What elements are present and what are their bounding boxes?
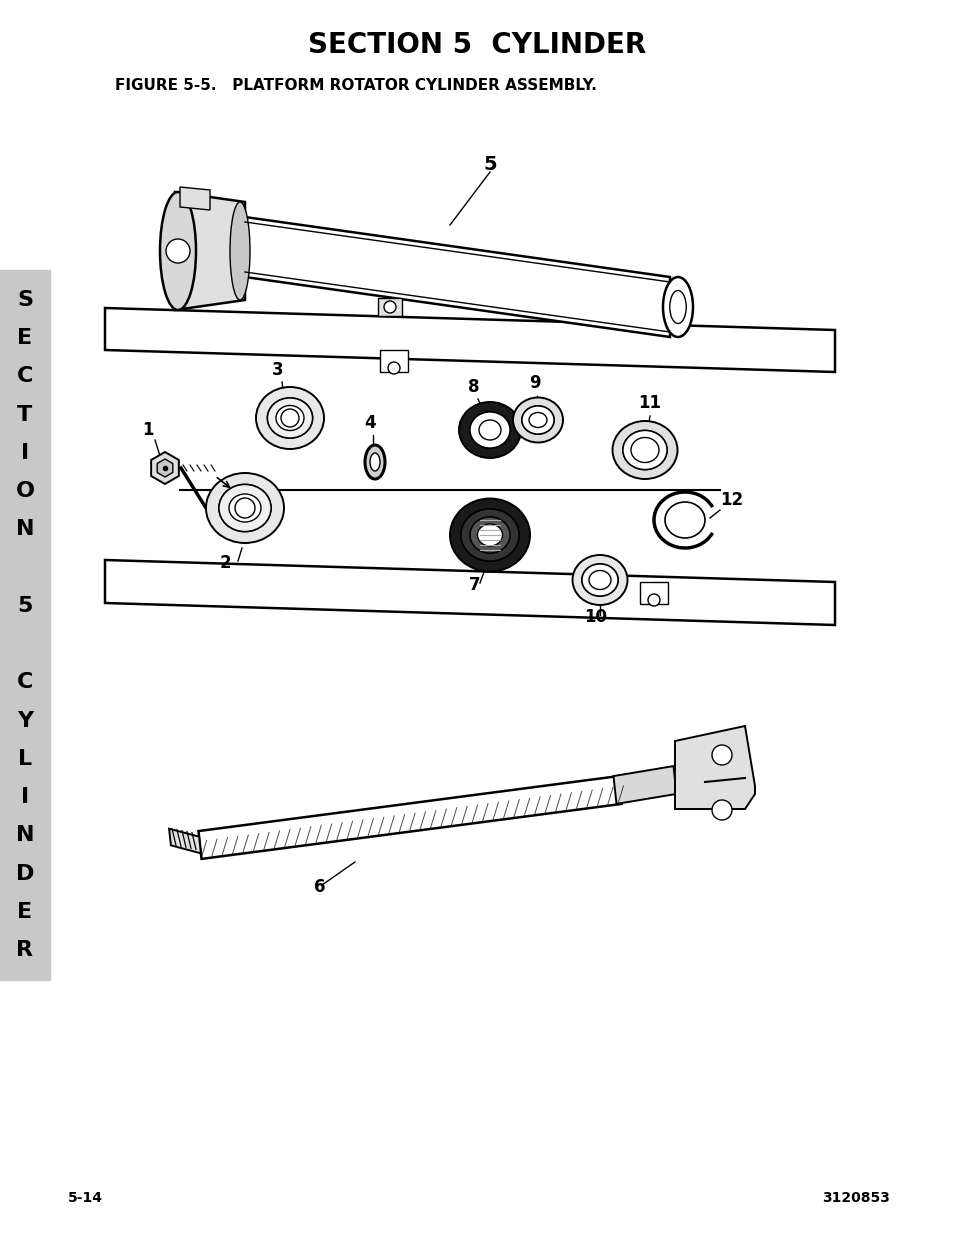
Text: 7: 7 <box>469 576 480 594</box>
Circle shape <box>711 800 731 820</box>
Polygon shape <box>198 776 620 858</box>
Ellipse shape <box>160 191 195 310</box>
Ellipse shape <box>470 412 510 448</box>
Ellipse shape <box>622 431 666 469</box>
Ellipse shape <box>370 453 379 471</box>
Text: 3: 3 <box>272 361 283 379</box>
Circle shape <box>234 498 254 517</box>
Circle shape <box>647 594 659 606</box>
Ellipse shape <box>460 509 518 561</box>
Ellipse shape <box>630 437 659 462</box>
Text: SECTION 5  CYLINDER: SECTION 5 CYLINDER <box>308 31 645 59</box>
Text: I: I <box>21 443 29 463</box>
Text: 3120853: 3120853 <box>821 1191 889 1205</box>
Text: S: S <box>17 290 33 310</box>
Ellipse shape <box>460 509 518 561</box>
Bar <box>377 298 401 316</box>
Ellipse shape <box>669 290 685 324</box>
Ellipse shape <box>572 555 627 605</box>
Text: 4: 4 <box>364 414 375 432</box>
Ellipse shape <box>267 398 313 438</box>
Text: 5-14: 5-14 <box>68 1191 103 1205</box>
Ellipse shape <box>219 484 271 531</box>
Ellipse shape <box>612 421 677 479</box>
Text: L: L <box>18 748 32 769</box>
Ellipse shape <box>450 499 530 572</box>
Bar <box>639 582 667 604</box>
Ellipse shape <box>662 277 692 337</box>
Ellipse shape <box>581 564 618 597</box>
Text: 5: 5 <box>17 595 32 616</box>
Text: 2: 2 <box>219 555 231 572</box>
Polygon shape <box>245 217 669 337</box>
Polygon shape <box>105 559 834 625</box>
Ellipse shape <box>521 406 554 433</box>
Ellipse shape <box>255 387 324 450</box>
Ellipse shape <box>622 431 666 469</box>
Ellipse shape <box>581 564 618 597</box>
Text: 10: 10 <box>584 608 607 626</box>
Text: E: E <box>17 329 32 348</box>
Text: R: R <box>16 940 33 960</box>
Text: 11: 11 <box>638 394 660 412</box>
Circle shape <box>388 362 399 374</box>
Text: Y: Y <box>17 710 33 731</box>
Polygon shape <box>169 829 201 853</box>
Ellipse shape <box>529 412 546 427</box>
Text: 5: 5 <box>482 156 497 174</box>
Text: N: N <box>16 825 34 845</box>
Polygon shape <box>151 452 178 484</box>
Circle shape <box>711 745 731 764</box>
Polygon shape <box>174 191 245 310</box>
Text: I: I <box>21 787 29 806</box>
Ellipse shape <box>477 524 502 546</box>
Ellipse shape <box>470 412 510 448</box>
Bar <box>0 270 50 981</box>
Text: 9: 9 <box>529 374 540 391</box>
Ellipse shape <box>230 203 250 300</box>
Text: FIGURE 5-5.   PLATFORM ROTATOR CYLINDER ASSEMBLY.: FIGURE 5-5. PLATFORM ROTATOR CYLINDER AS… <box>115 78 597 93</box>
Text: O: O <box>15 482 34 501</box>
Ellipse shape <box>267 398 313 438</box>
Text: 6: 6 <box>314 878 325 897</box>
Ellipse shape <box>521 406 554 433</box>
Text: 12: 12 <box>720 492 742 509</box>
Text: 1: 1 <box>142 421 153 438</box>
Ellipse shape <box>478 420 500 440</box>
Ellipse shape <box>458 403 520 458</box>
Text: C: C <box>17 367 33 387</box>
Ellipse shape <box>470 517 510 553</box>
Ellipse shape <box>219 484 271 531</box>
Text: T: T <box>17 405 32 425</box>
Ellipse shape <box>229 494 261 522</box>
Text: N: N <box>16 520 34 540</box>
Polygon shape <box>675 726 754 809</box>
Ellipse shape <box>588 571 610 589</box>
Ellipse shape <box>275 405 304 431</box>
Polygon shape <box>613 766 676 804</box>
Ellipse shape <box>665 503 703 537</box>
Text: D: D <box>16 863 34 883</box>
Ellipse shape <box>206 473 284 543</box>
Text: C: C <box>17 672 33 693</box>
Ellipse shape <box>365 445 385 479</box>
Text: E: E <box>17 902 32 921</box>
Bar <box>379 350 408 372</box>
Text: 8: 8 <box>468 378 479 396</box>
Ellipse shape <box>470 517 510 553</box>
Circle shape <box>384 301 395 312</box>
Polygon shape <box>105 308 834 372</box>
Ellipse shape <box>513 398 562 442</box>
Circle shape <box>281 409 298 427</box>
Polygon shape <box>180 186 210 210</box>
Circle shape <box>166 240 190 263</box>
Polygon shape <box>157 459 172 477</box>
